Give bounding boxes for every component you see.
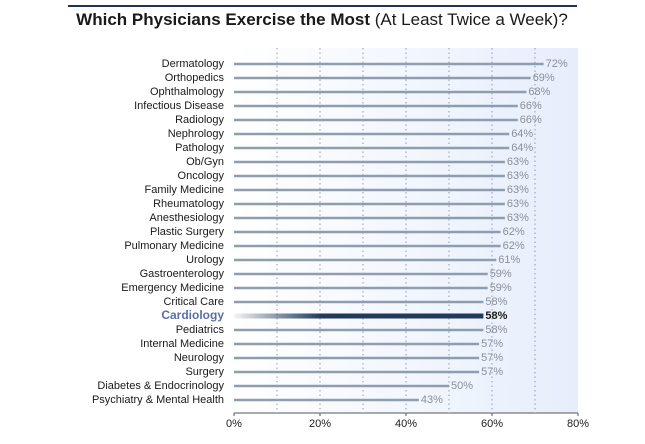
bar bbox=[234, 132, 510, 136]
value-label: 66% bbox=[520, 114, 542, 126]
value-label: 59% bbox=[490, 282, 512, 294]
x-tick-label: 60% bbox=[481, 418, 503, 430]
y-tick-label: Anesthesiology bbox=[149, 212, 224, 224]
chart-subtitle: (At Least Twice a Week)? bbox=[375, 10, 568, 29]
y-tick-label: Psychiatry & Mental Health bbox=[92, 394, 224, 406]
x-tick-label: 40% bbox=[395, 418, 417, 430]
y-tick-label: Family Medicine bbox=[145, 184, 224, 196]
value-label: 63% bbox=[507, 212, 529, 224]
bar bbox=[234, 118, 518, 122]
bar bbox=[234, 313, 484, 319]
value-label: 62% bbox=[503, 226, 525, 238]
y-tick-label: Orthopedics bbox=[165, 72, 225, 84]
y-tick-label: Radiology bbox=[175, 114, 224, 126]
value-label: 57% bbox=[481, 338, 503, 350]
plot-area bbox=[234, 48, 578, 413]
chart-title-group: Which Physicians Exercise the Most (At L… bbox=[76, 10, 568, 29]
value-label: 58% bbox=[485, 310, 507, 322]
bar bbox=[234, 174, 505, 178]
value-label: 72% bbox=[546, 58, 568, 70]
bar bbox=[234, 272, 488, 276]
x-tick-label: 20% bbox=[309, 418, 331, 430]
bar bbox=[234, 328, 484, 332]
value-label: 68% bbox=[528, 86, 550, 98]
value-label: 57% bbox=[481, 366, 503, 378]
y-tick-label: Gastroenterology bbox=[140, 268, 225, 280]
y-tick-label: Neurology bbox=[174, 352, 225, 364]
value-label: 64% bbox=[511, 128, 533, 140]
value-label: 62% bbox=[503, 240, 525, 252]
y-tick-label: Cardiology bbox=[161, 308, 224, 322]
bar bbox=[234, 104, 518, 108]
y-tick-label: Pathology bbox=[175, 142, 224, 154]
value-label: 58% bbox=[485, 296, 507, 308]
y-tick-label: Ob/Gyn bbox=[186, 156, 224, 168]
y-tick-label: Emergency Medicine bbox=[121, 282, 224, 294]
bar bbox=[234, 286, 488, 290]
value-label: 57% bbox=[481, 352, 503, 364]
bar bbox=[234, 370, 480, 374]
y-tick-label: Critical Care bbox=[163, 296, 224, 308]
value-label: 43% bbox=[421, 394, 443, 406]
y-tick-label: Ophthalmology bbox=[150, 86, 224, 98]
value-label: 58% bbox=[485, 324, 507, 336]
bar bbox=[234, 244, 501, 248]
value-label: 63% bbox=[507, 156, 529, 168]
bar bbox=[234, 160, 505, 164]
value-label: 59% bbox=[490, 268, 512, 280]
value-label: 69% bbox=[533, 72, 555, 84]
y-tick-label: Pediatrics bbox=[176, 324, 225, 336]
x-tick-label: 80% bbox=[567, 418, 589, 430]
value-label: 50% bbox=[451, 380, 473, 392]
y-tick-label: Diabetes & Endocrinology bbox=[97, 380, 224, 392]
bar bbox=[234, 90, 527, 94]
x-tick-label: 0% bbox=[226, 418, 242, 430]
y-tick-label: Urology bbox=[186, 254, 224, 266]
bar bbox=[234, 216, 505, 220]
value-label: 63% bbox=[507, 198, 529, 210]
bar bbox=[234, 384, 449, 388]
y-tick-label: Pulmonary Medicine bbox=[124, 240, 224, 252]
chart-title: Which Physicians Exercise the Most bbox=[76, 10, 370, 29]
bar bbox=[234, 76, 531, 80]
y-tick-label: Rheumatology bbox=[153, 198, 224, 210]
bar bbox=[234, 202, 505, 206]
value-label: 61% bbox=[498, 254, 520, 266]
y-tick-label: Internal Medicine bbox=[140, 338, 224, 350]
value-label: 63% bbox=[507, 170, 529, 182]
bar bbox=[234, 300, 484, 304]
value-label: 64% bbox=[511, 142, 533, 154]
bar bbox=[234, 398, 419, 402]
bar bbox=[234, 230, 501, 234]
y-tick-label: Oncology bbox=[178, 170, 225, 182]
value-label: 63% bbox=[507, 184, 529, 196]
value-label: 66% bbox=[520, 100, 542, 112]
y-tick-label: Dermatology bbox=[162, 58, 225, 70]
bar bbox=[234, 342, 480, 346]
bar bbox=[234, 188, 505, 192]
y-tick-label: Infectious Disease bbox=[134, 100, 224, 112]
bar bbox=[234, 62, 544, 66]
bar bbox=[234, 258, 497, 262]
y-tick-label: Nephrology bbox=[168, 128, 225, 140]
bar bbox=[234, 146, 510, 150]
y-tick-label: Plastic Surgery bbox=[150, 226, 224, 238]
bar bbox=[234, 356, 480, 360]
y-tick-label: Surgery bbox=[185, 366, 224, 378]
